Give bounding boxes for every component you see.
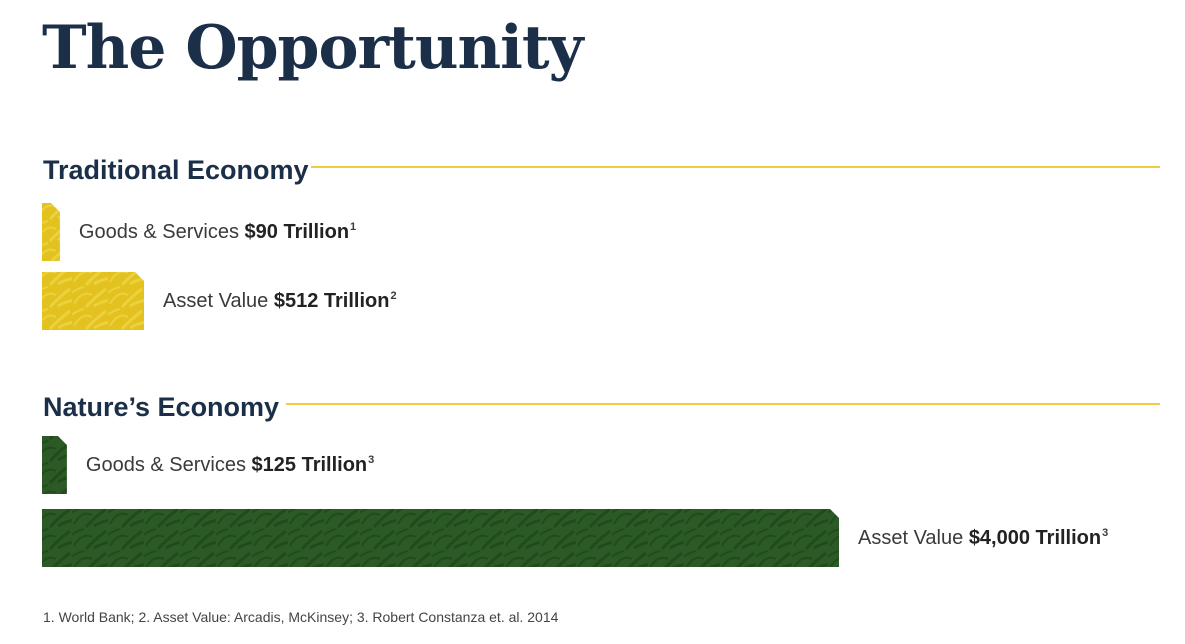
bar-value-label: $512 Trillion bbox=[273, 290, 390, 312]
section-divider-traditional bbox=[311, 166, 1160, 168]
bar-category-label: Asset Value bbox=[858, 527, 969, 549]
section-heading-traditional: Traditional Economy bbox=[43, 155, 309, 185]
footnote-marker: 1 bbox=[350, 221, 357, 233]
bar-label-traditional-asset-value: Asset Value $512 Trillion2 bbox=[163, 289, 397, 313]
section-divider-nature bbox=[286, 403, 1160, 405]
page-title: The Opportunity bbox=[42, 13, 583, 83]
bar-value-label: $125 Trillion bbox=[251, 454, 368, 476]
footnote-marker: 3 bbox=[368, 454, 375, 466]
bar-traditional-goods-services bbox=[42, 203, 60, 261]
bar-nature-asset-value bbox=[42, 509, 839, 567]
bar-label-nature-asset-value: Asset Value $4,000 Trillion3 bbox=[858, 526, 1108, 550]
footnote-marker: 2 bbox=[390, 290, 397, 302]
bar-label-traditional-goods-services: Goods & Services $90 Trillion1 bbox=[79, 220, 356, 244]
section-heading-nature: Nature’s Economy bbox=[43, 392, 280, 422]
bar-category-label: Goods & Services bbox=[78, 221, 245, 243]
bar-label-nature-goods-services: Goods & Services $125 Trillion3 bbox=[86, 453, 374, 477]
bar-nature-goods-services bbox=[42, 436, 67, 494]
footnote-marker: 3 bbox=[1102, 527, 1109, 539]
bar-category-label: Goods & Services bbox=[85, 454, 252, 476]
bar-value-label: $90 Trillion bbox=[244, 221, 350, 243]
bar-value-label: $4,000 Trillion bbox=[968, 527, 1102, 549]
bar-category-label: Asset Value bbox=[163, 290, 274, 312]
bar-traditional-asset-value bbox=[42, 272, 145, 330]
footnote: 1. World Bank; 2. Asset Value: Arcadis, … bbox=[43, 609, 559, 625]
